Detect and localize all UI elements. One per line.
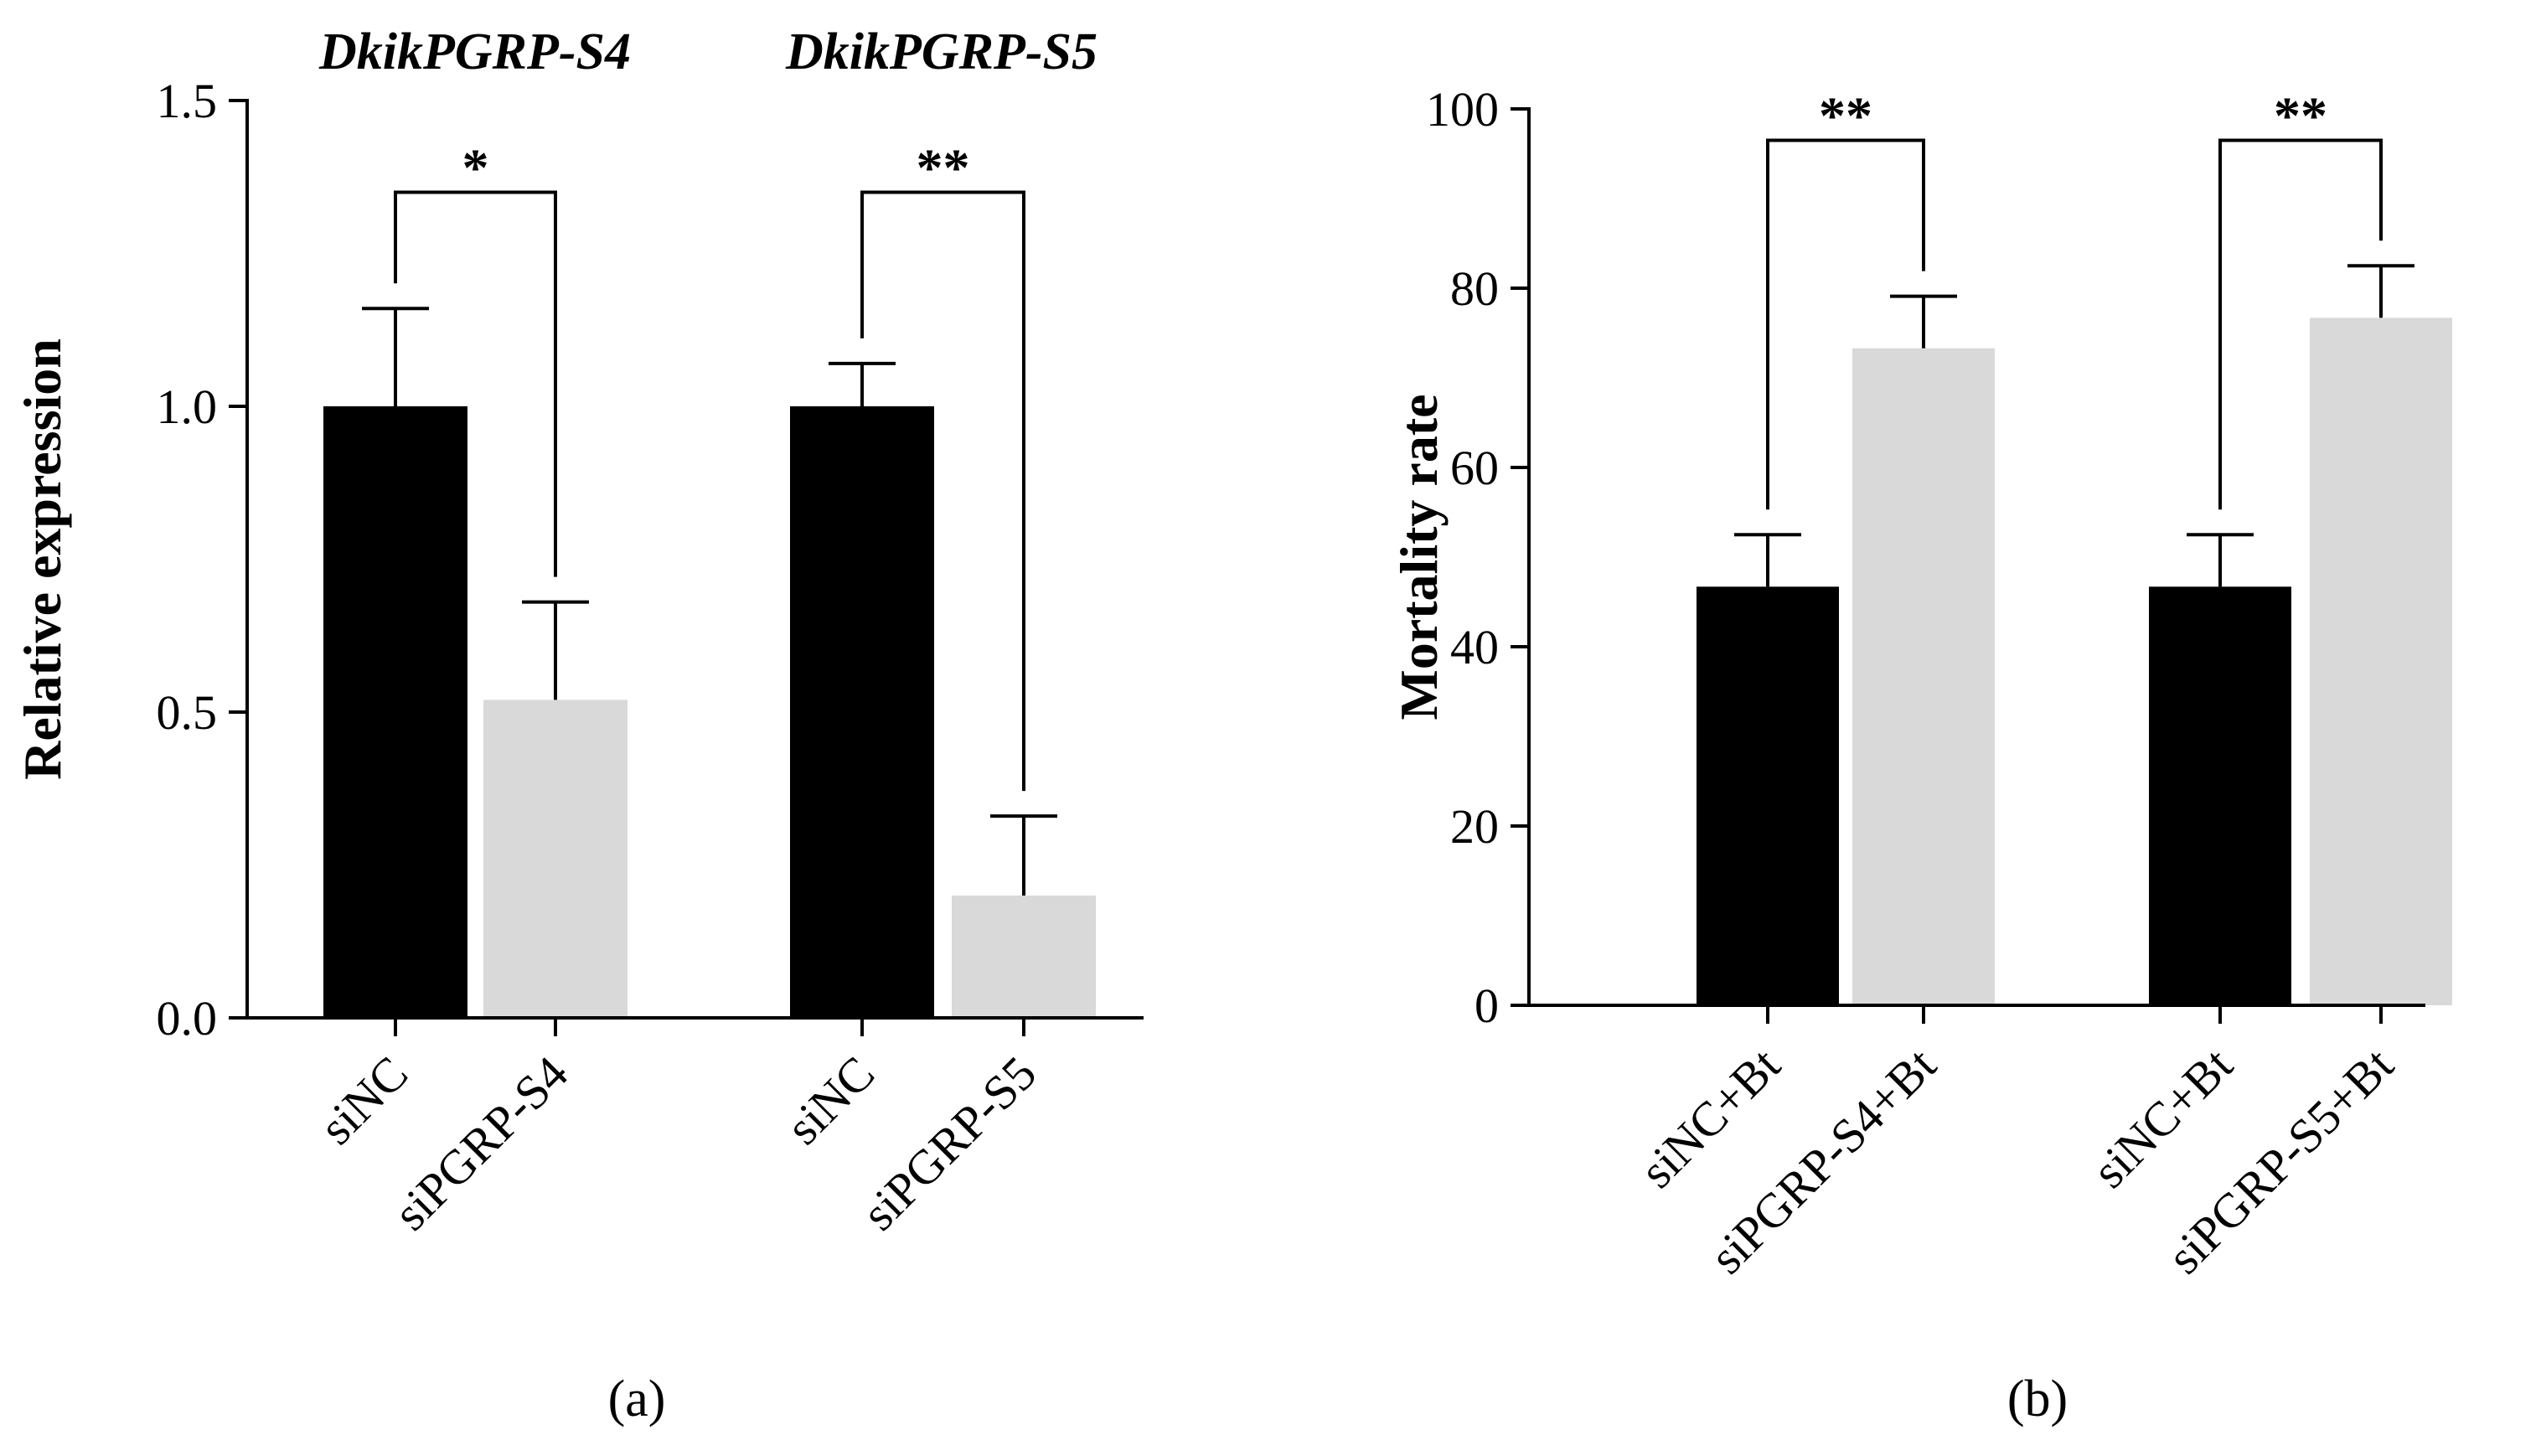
significance-label: ** bbox=[2274, 85, 2327, 145]
y-tick-label: 60 bbox=[1450, 441, 1499, 495]
group-title: DkikPGRP-S4 bbox=[318, 23, 631, 80]
bar-1 bbox=[1697, 586, 1839, 1005]
significance-label: * bbox=[462, 138, 489, 198]
y-axis-title: Mortality rate bbox=[1389, 394, 1449, 720]
bar-4 bbox=[952, 896, 1096, 1018]
y-tick-label: 40 bbox=[1450, 620, 1499, 674]
panel-label: (a) bbox=[608, 1371, 666, 1428]
y-tick-label: 80 bbox=[1450, 261, 1499, 316]
x-tick-label: siNC bbox=[776, 1046, 885, 1154]
bar-3 bbox=[2149, 586, 2291, 1005]
y-tick-label: 1.5 bbox=[157, 74, 218, 128]
significance-label: ** bbox=[1819, 85, 1872, 145]
bar-2 bbox=[483, 700, 628, 1018]
y-axis-title: Relative expression bbox=[13, 338, 72, 780]
y-tick-label: 20 bbox=[1450, 799, 1499, 854]
y-tick-label: 0.5 bbox=[157, 685, 218, 740]
x-tick-label: siPGRP-S5 bbox=[851, 1046, 1046, 1241]
y-tick-label: 0 bbox=[1475, 978, 1499, 1033]
x-tick-label: siNC+Bt bbox=[2082, 1037, 2243, 1198]
bar-2 bbox=[1852, 348, 1995, 1005]
bar-1 bbox=[323, 406, 467, 1018]
panel-label: (b) bbox=[2007, 1371, 2068, 1428]
y-tick-label: 1.0 bbox=[157, 379, 218, 434]
significance-bracket-1 bbox=[394, 190, 557, 577]
x-tick-label: siPGRP-S4 bbox=[383, 1046, 578, 1241]
significance-bracket-1 bbox=[1766, 138, 1925, 510]
y-tick-label: 0.0 bbox=[157, 991, 218, 1046]
significance-bracket-2 bbox=[2218, 138, 2383, 510]
group-title: DkikPGRP-S5 bbox=[785, 23, 1097, 80]
bar-3 bbox=[790, 406, 934, 1018]
x-tick-label: siNC bbox=[309, 1046, 418, 1154]
x-tick-label: siNC+Bt bbox=[1629, 1037, 1790, 1198]
bar-4 bbox=[2310, 318, 2452, 1005]
y-tick-label: 100 bbox=[1426, 82, 1499, 137]
significance-bracket-2 bbox=[860, 190, 1025, 792]
significance-label: ** bbox=[917, 138, 970, 198]
